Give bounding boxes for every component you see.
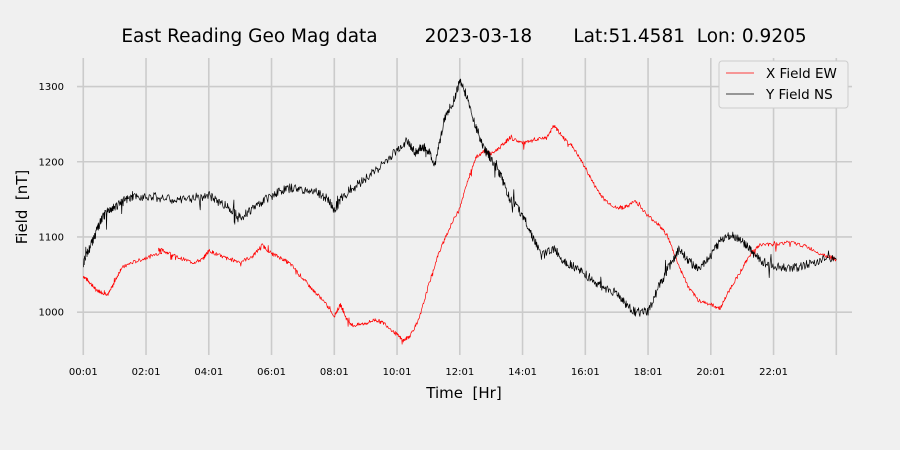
x-tick-label: 10:01	[383, 367, 412, 378]
y-tick-label: 1000	[39, 308, 64, 319]
x-tick-label: 18:01	[634, 367, 663, 378]
x-tick-label: 04:01	[194, 367, 223, 378]
x-tick-label: 14:01	[508, 367, 537, 378]
x-axis-label: Time [Hr]	[425, 384, 501, 402]
x-tick-label: 20:01	[696, 367, 725, 378]
y-tick-label: 1100	[39, 232, 64, 243]
x-tick-label: 08:01	[320, 367, 349, 378]
chart-title: East Reading Geo Mag data 2023-03-18 Lat…	[121, 26, 806, 47]
series-lines	[82, 78, 837, 345]
x-tick-label: 22:01	[759, 367, 788, 378]
series-line-y-field	[82, 78, 837, 317]
x-tick-label: 00:01	[69, 367, 98, 378]
y-axis-label: Field [nT]	[13, 170, 31, 245]
y-tick-label: 1300	[39, 82, 64, 93]
x-tick-labels: 00:01 02:01 04:01 06:01 08:01 10:01 12:01 14:01…	[69, 367, 788, 378]
x-tick-label: 06:01	[257, 367, 286, 378]
legend-label-x-field: X Field EW	[766, 66, 837, 82]
legend: X Field EW Y Field NS	[718, 60, 849, 109]
x-tick-label: 02:01	[132, 367, 161, 378]
y-tick-label: 1200	[39, 157, 64, 168]
x-tick-label: 12:01	[445, 367, 474, 378]
y-tick-labels: 1000 1100 1200 1300	[39, 82, 64, 319]
x-tick-label: 16:01	[571, 367, 600, 378]
legend-label-y-field: Y Field NS	[765, 87, 833, 103]
series-line-x-field	[82, 124, 837, 345]
